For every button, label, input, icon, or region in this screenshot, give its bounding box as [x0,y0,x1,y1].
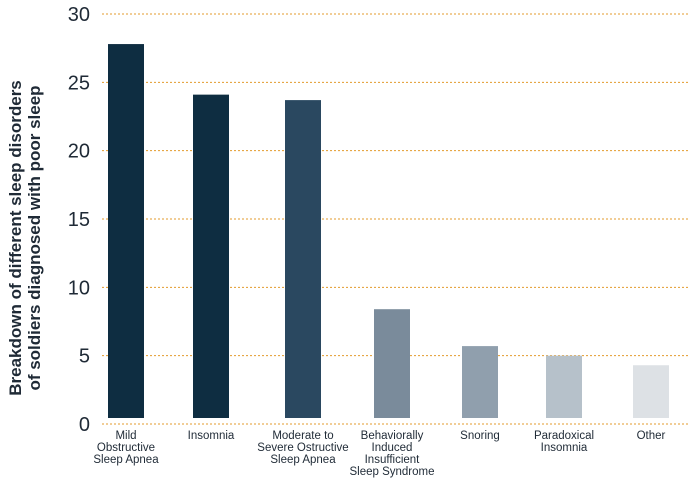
bars [108,44,669,419]
y-tick-label-30: 30 [68,4,90,26]
bar-1 [108,44,144,419]
x-tick-label-1: Mild Obstructive Sleep Apnea [93,430,159,466]
bar-5 [462,346,498,418]
x-tick-label-5: Snoring [460,430,500,442]
x-tick-label-3: Moderate to Severe Ostructive Sleep Apnea [257,430,348,466]
y-tick-label-25: 25 [68,72,90,94]
y-axis-ticks: 0 5 10 15 20 25 30 [68,4,90,436]
x-tick-label-4: Behaviorally Induced Insufficient Sleep Syn… [349,430,434,478]
bar-2 [193,94,229,418]
y-tick-label-10: 10 [68,277,90,299]
y-tick-label-20: 20 [68,141,90,163]
bar-6 [546,355,582,418]
x-axis-ticks: Mild Obstructive Sleep Apnea Insomnia Modera… [93,430,665,478]
y-tick-label-0: 0 [79,414,90,436]
bar-7 [633,365,669,418]
bar-3 [285,100,321,418]
x-tick-label-6: Paradoxical Insomnia [534,430,594,454]
x-tick-label-2: Insomnia [188,430,235,442]
y-tick-label-15: 15 [68,209,90,231]
y-axis-title: Breakdown of different sleep disordersof… [6,80,44,396]
x-tick-label-7: Other [637,430,666,442]
y-axis-label: Breakdown of different sleep disordersof… [6,80,44,396]
y-tick-label-5: 5 [79,346,90,368]
bar-4 [374,309,410,418]
